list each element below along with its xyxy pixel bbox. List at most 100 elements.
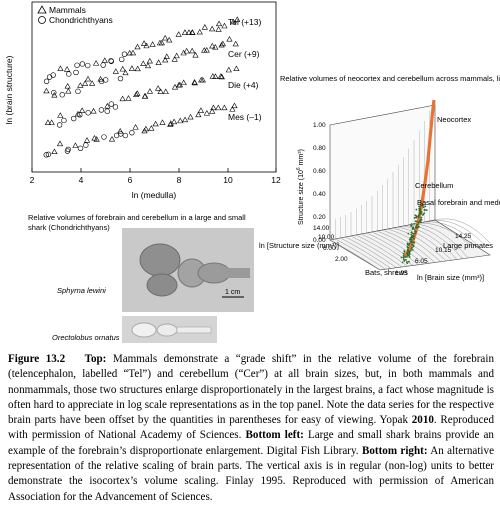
scatter-point — [100, 62, 106, 68]
scatter-point — [57, 65, 64, 71]
cerebellum-point — [424, 205, 427, 208]
scatter-point — [166, 36, 173, 43]
cerebellum-point — [415, 208, 418, 211]
cerebellum-point — [410, 241, 413, 244]
cerebellum-point — [403, 259, 406, 262]
scatter-point — [149, 41, 156, 47]
cerebellum-point — [404, 258, 407, 261]
cerebellum-point — [414, 220, 417, 223]
scatter-point — [101, 134, 107, 140]
scatter-point — [233, 65, 240, 72]
cerebellum-point — [410, 234, 413, 236]
surface-grid-line — [392, 227, 447, 262]
cerebellum-point — [411, 248, 414, 251]
scatter-point — [155, 59, 162, 65]
cerebellum-point — [415, 216, 418, 219]
cerebellum-point — [408, 260, 410, 263]
scatter-point — [64, 82, 71, 89]
cerebellum-point — [402, 258, 405, 261]
scatter-point — [81, 80, 89, 86]
cerebellum-point — [415, 225, 418, 228]
scatter-point — [85, 110, 91, 116]
scatter-point — [231, 102, 238, 109]
scatter-point — [46, 74, 53, 80]
x-axis: 2 4 6 8 10 12 — [30, 168, 281, 185]
scatter-point — [43, 78, 50, 85]
left-tick-label: 14.00 — [313, 225, 330, 232]
scatter-point — [51, 148, 58, 154]
surface-grid-line — [429, 220, 485, 245]
surface-grid-line — [424, 221, 480, 247]
scatter-point — [189, 47, 196, 54]
scatter-point — [63, 66, 71, 72]
cerebellum-point — [419, 221, 422, 223]
cerebellum-point — [406, 242, 409, 245]
cerebellum-point — [411, 243, 413, 246]
neocortex-curve — [403, 99, 436, 258]
scatter-point — [195, 111, 202, 118]
z-tick-label: 0.60 — [313, 168, 326, 175]
scatter-point — [72, 142, 79, 148]
cerebellum-point — [414, 232, 417, 235]
scatter-point — [85, 62, 91, 69]
surface-grid-line — [340, 237, 392, 269]
scatter-point — [143, 42, 150, 49]
cerebellum-point — [422, 204, 424, 207]
species-label: Sphyrna lewini — [57, 286, 106, 295]
cerebellum-point — [400, 256, 403, 259]
scatter-point — [192, 51, 199, 58]
scatter-point — [140, 60, 147, 66]
series-label: Mes (–1) — [228, 112, 262, 122]
series-label: Tel (+13) — [228, 17, 261, 27]
scatter-point — [117, 128, 124, 134]
scatter-point — [57, 112, 64, 118]
scatter-point — [129, 49, 137, 56]
scatter-point — [104, 102, 111, 109]
cerebellum-point — [425, 209, 428, 211]
scatter-point — [210, 104, 217, 111]
z-axis-label: Structure size (106 mm³) — [296, 149, 305, 225]
cerebellum-point — [408, 253, 411, 256]
left-tick-label: 2.00 — [335, 256, 348, 263]
cerebellum-point — [411, 246, 414, 249]
cerebellum-point — [412, 233, 415, 235]
scatter-point — [191, 79, 198, 86]
scatter-point — [129, 129, 135, 136]
right-tick-label: 10.15 — [435, 247, 452, 254]
scatter-point — [159, 119, 166, 125]
surface-grid-line — [350, 235, 403, 268]
cerebellum-point — [407, 246, 410, 249]
surface-plot: Relative volumes of neocortex and cerebe… — [259, 74, 500, 282]
scatter-point — [98, 107, 105, 113]
scatter-point — [74, 62, 80, 68]
cerebellum-point — [408, 251, 411, 254]
scatter-point — [122, 132, 129, 139]
surface-title-line: Relative volumes of neocortex and cerebe… — [280, 74, 500, 83]
scatter-point — [173, 52, 180, 59]
scatter-point — [181, 29, 189, 35]
legend-circle-marker — [38, 16, 46, 24]
scatter-point — [209, 42, 216, 49]
scatter-point — [134, 90, 141, 96]
z-axis: 0.00 0.20 0.40 0.60 0.80 1.00 — [313, 122, 326, 244]
z-tick-label: 0.20 — [313, 214, 326, 221]
cerebellum-point — [416, 226, 419, 229]
cerebellum-point — [413, 241, 416, 244]
scatter-point — [162, 34, 169, 41]
scatter-point — [234, 16, 241, 22]
z-tick-label: 1.00 — [313, 122, 326, 129]
scatter-point — [157, 88, 164, 94]
scatter-point — [232, 40, 239, 47]
scale-bar-label: 1 cm — [225, 289, 240, 296]
scatter-point — [152, 120, 159, 127]
legend-label: Mammals — [49, 5, 86, 15]
scatter-point — [56, 122, 63, 128]
scatter-point — [146, 57, 153, 64]
scatter-point — [121, 51, 128, 57]
left-tick-label: 6.00 — [323, 245, 336, 252]
cerebellum-point — [422, 214, 424, 216]
surface-grid-line — [329, 239, 381, 271]
scatter-point — [89, 80, 96, 86]
scatter-point — [134, 43, 141, 50]
scatter-point — [162, 56, 169, 63]
